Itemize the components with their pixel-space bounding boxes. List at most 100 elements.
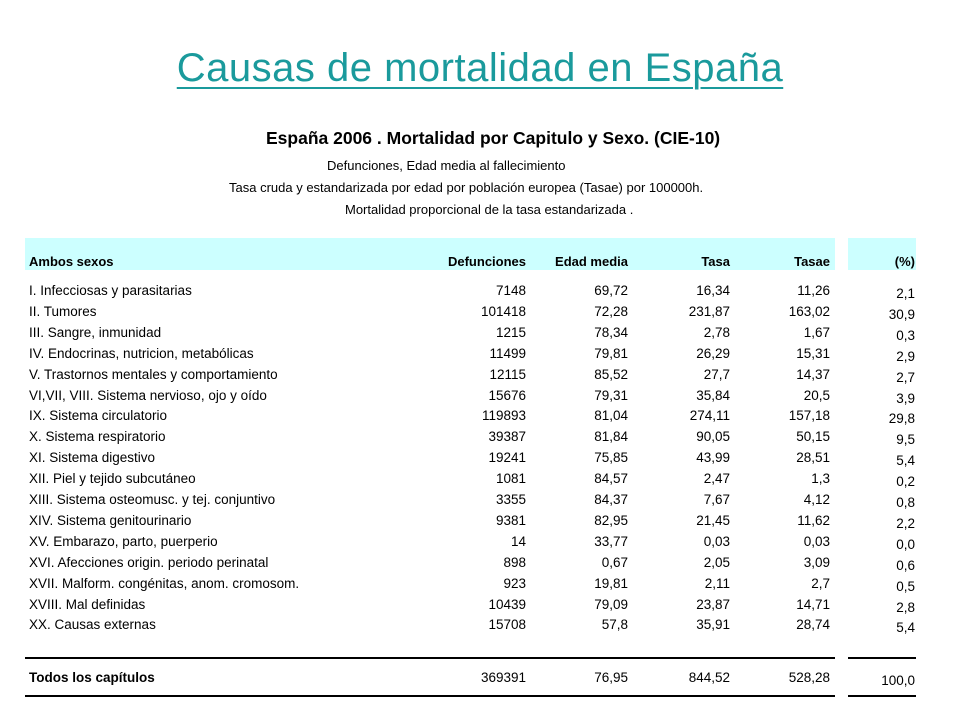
row-mean-age: 82,95	[594, 512, 628, 528]
row-mean-age: 69,72	[594, 283, 628, 298]
row-mean-age: 79,09	[594, 596, 628, 612]
total-std-rate: 528,28	[788, 670, 830, 685]
row-name: XVI. Afecciones origin. periodo perinata…	[29, 554, 269, 570]
total-row: Todos los capítulos 369391 76,95 844,52 …	[0, 670, 960, 690]
row-mean-age: 81,84	[594, 429, 628, 445]
row-percent: 3,9	[896, 390, 915, 406]
row-percent: 9,5	[896, 432, 915, 448]
table-row: I. Infecciosas y parasitarias 7148 69,72 16…	[0, 283, 960, 304]
table-row: XIII. Sistema osteomusc. y tej. conjunti…	[0, 492, 960, 513]
table-row: XVIII. Mal definidas 10439 79,09 23,87 14,71…	[0, 597, 960, 618]
row-std-rate: 11,62	[797, 512, 830, 528]
table-row: IV. Endocrinas, nutricion, metabólicas 11…	[0, 346, 960, 367]
bottom-rule-percent	[848, 695, 916, 697]
row-percent: 29,8	[888, 411, 915, 427]
row-std-rate: 14,37	[796, 366, 830, 382]
row-std-rate: 1,3	[811, 471, 830, 487]
row-rate: 21,45	[696, 512, 730, 528]
row-name: III. Sangre, inmunidad	[29, 324, 162, 340]
table-row: II. Tumores 101418 72,28 231,87 163,02 30,9	[0, 304, 960, 325]
row-std-rate: 0,03	[803, 533, 830, 549]
row-deaths: 1081	[495, 471, 526, 487]
row-name: V. Trastornos mentales y comportamiento	[29, 366, 278, 382]
table-row: X. Sistema respiratorio 39387 81,84 90,05 50…	[0, 429, 960, 450]
total-label: Todos los capítulos	[29, 670, 155, 685]
row-mean-age: 33,77	[594, 533, 628, 549]
row-name: XV. Embarazo, parto, puerperio	[29, 533, 218, 549]
row-mean-age: 57,8	[601, 617, 628, 633]
row-name: XII. Piel y tejido subcutáneo	[29, 471, 196, 487]
row-name: XIII. Sistema osteomusc. y tej. conjunti…	[29, 492, 276, 507]
table-row: XVI. Afecciones origin. periodo perinata…	[0, 555, 960, 576]
row-std-rate: 11,26	[797, 283, 830, 298]
row-std-rate: 4,12	[803, 492, 830, 507]
row-deaths: 1215	[495, 324, 526, 340]
table-row: XII. Piel y tejido subcutáneo 1081 84,57 2,…	[0, 471, 960, 492]
subtitle-1: Defunciones, Edad media al fallecimiento	[327, 158, 566, 173]
row-percent: 5,4	[896, 453, 915, 469]
row-mean-age: 84,37	[594, 492, 628, 507]
row-std-rate: 3,09	[803, 554, 830, 570]
row-std-rate: 50,15	[796, 429, 830, 445]
row-rate: 7,67	[703, 492, 730, 507]
header-deaths: Defunciones	[447, 254, 526, 269]
row-deaths: 12115	[489, 366, 526, 382]
row-rate: 274,11	[689, 408, 730, 424]
row-std-rate: 15,31	[796, 345, 830, 361]
row-percent: 2,2	[896, 515, 915, 531]
slide-title-link[interactable]: Causas de mortalidad en España	[176, 46, 784, 90]
row-rate: 27,7	[703, 366, 730, 382]
row-percent: 0,2	[896, 474, 915, 490]
row-deaths: 19241	[488, 450, 526, 466]
header-mean-age: Edad media	[555, 254, 628, 269]
row-rate: 2,11	[704, 575, 730, 591]
row-rate: 2,78	[703, 324, 730, 340]
row-percent: 2,1	[896, 286, 915, 301]
row-percent: 2,9	[896, 348, 915, 364]
row-deaths: 7148	[495, 283, 526, 298]
header-group: Ambos sexos	[29, 254, 114, 269]
header-std-rate: Tasae	[794, 254, 830, 269]
row-deaths: 9381	[495, 512, 526, 528]
table-row: VI,VII, VIII. Sistema nervioso, ojo y oí…	[0, 388, 960, 409]
row-mean-age: 78,34	[594, 324, 628, 340]
row-rate: 90,05	[696, 429, 730, 445]
row-percent: 30,9	[888, 306, 915, 322]
row-mean-age: 79,81	[594, 345, 628, 361]
table-row: III. Sangre, inmunidad 1215 78,34 2,78 1,67 0…	[0, 325, 960, 346]
table-row: XX. Causas externas 15708 57,8 35,91 28,74 5,…	[0, 617, 960, 638]
table-row: XV. Embarazo, parto, puerperio 14 33,77 0,0…	[0, 534, 960, 555]
row-deaths: 15676	[488, 387, 526, 403]
row-mean-age: 0,67	[601, 554, 628, 570]
row-name: XVIII. Mal definidas	[29, 596, 146, 612]
row-rate: 23,87	[696, 596, 730, 612]
row-rate: 35,91	[696, 617, 730, 633]
row-percent: 0,0	[896, 536, 915, 552]
row-rate: 231,87	[688, 303, 730, 319]
row-rate: 0,03	[703, 533, 730, 549]
row-name: XI. Sistema digestivo	[29, 450, 156, 466]
row-name: XVII. Malform. congénitas, anom. cromoso…	[29, 575, 300, 591]
row-mean-age: 72,28	[594, 303, 628, 319]
row-rate: 2,47	[703, 471, 730, 487]
row-deaths: 101418	[480, 303, 526, 319]
table-row: XVII. Malform. congénitas, anom. cromoso…	[0, 576, 960, 597]
total-percent: 100,0	[881, 673, 915, 688]
row-name: IX. Sistema circulatorio	[29, 408, 168, 424]
row-deaths: 3355	[495, 492, 526, 507]
row-rate: 2,05	[703, 554, 730, 570]
header-band-main	[25, 238, 835, 270]
row-std-rate: 20,5	[803, 387, 830, 403]
row-deaths: 10439	[488, 596, 526, 612]
row-percent: 0,5	[896, 578, 915, 594]
table-row: V. Trastornos mentales y comportamiento 1…	[0, 367, 960, 388]
row-std-rate: 14,71	[796, 596, 830, 612]
row-deaths: 39387	[488, 429, 526, 445]
row-name: II. Tumores	[29, 303, 97, 319]
row-mean-age: 84,57	[594, 471, 628, 487]
row-percent: 2,7	[896, 369, 915, 385]
subtitle-2: Tasa cruda y estandarizada por edad por …	[229, 180, 704, 195]
row-std-rate: 163,02	[788, 303, 830, 319]
row-mean-age: 19,81	[594, 575, 628, 591]
table-row: XI. Sistema digestivo 19241 75,85 43,99 28,5…	[0, 450, 960, 471]
